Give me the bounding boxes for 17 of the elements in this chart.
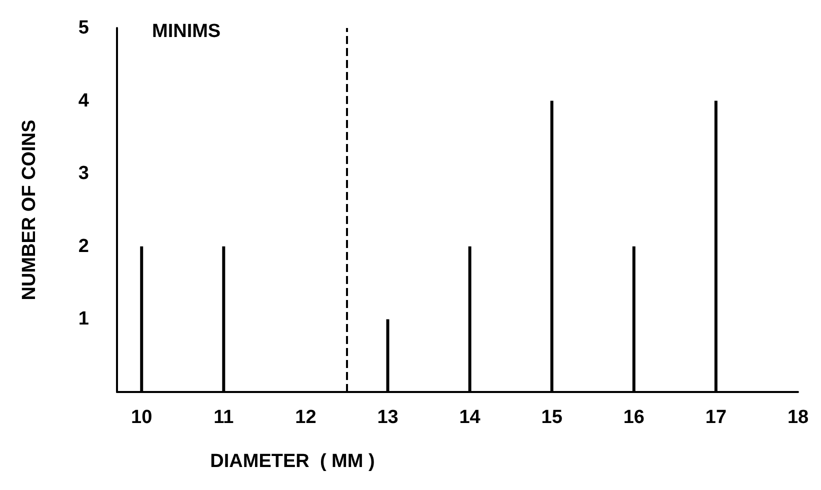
x-tick-label: 10	[131, 407, 152, 428]
x-tick-label: 15	[541, 407, 563, 428]
x-tick-label: 13	[377, 407, 398, 428]
y-tick-label: 3	[78, 163, 89, 184]
x-tick-label: 17	[705, 407, 727, 428]
y-tick-label: 1	[78, 308, 90, 330]
x-axis-title: DIAMETER ( MM )	[210, 451, 375, 472]
annotation: MINIMS	[152, 21, 221, 42]
x-tick-label: 12	[295, 407, 316, 428]
y-tick-label: 5	[78, 18, 90, 38]
y-tick-label: 4	[78, 90, 90, 112]
y-tick-label: 2	[78, 236, 89, 257]
x-tick-label: 14	[459, 407, 481, 428]
x-tick-label: 11	[214, 407, 234, 428]
x-tick-label: 18	[787, 407, 809, 428]
y-axis-title: NUMBER OF COINS	[19, 120, 40, 300]
x-tick-label: 16	[623, 407, 644, 428]
